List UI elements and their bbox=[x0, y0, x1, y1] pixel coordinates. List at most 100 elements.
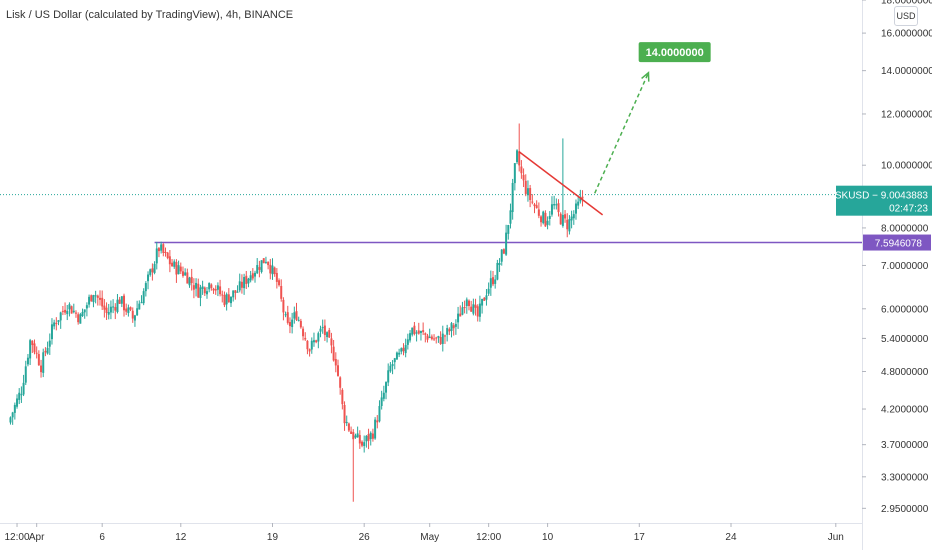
last-price-countdown: 02:47:23 bbox=[889, 204, 928, 215]
candle-body bbox=[443, 335, 446, 337]
candle-body bbox=[74, 312, 77, 314]
candle-body bbox=[199, 287, 202, 299]
candle-body bbox=[85, 305, 88, 309]
candle-body bbox=[92, 295, 95, 303]
candle-body bbox=[400, 348, 403, 352]
candle-body bbox=[555, 204, 558, 206]
candle-body bbox=[147, 274, 150, 282]
candle-body bbox=[208, 283, 211, 290]
candle-body bbox=[214, 289, 217, 291]
candle-body bbox=[210, 284, 213, 288]
candle-body bbox=[101, 297, 104, 307]
candle-body bbox=[537, 209, 540, 216]
candle-body bbox=[293, 312, 296, 319]
candle-body bbox=[221, 294, 224, 296]
candle-body bbox=[160, 244, 163, 251]
target-label-box bbox=[638, 42, 711, 63]
support-price-label: 7.5946078 bbox=[863, 234, 931, 251]
candle-body bbox=[330, 338, 333, 346]
candle-body bbox=[81, 311, 84, 317]
candle-body bbox=[61, 310, 64, 312]
candle-body bbox=[181, 271, 184, 276]
target-label-text: 14.0000000 bbox=[646, 47, 704, 59]
candle-body bbox=[522, 174, 525, 181]
candle-body bbox=[350, 431, 353, 434]
last-price-box bbox=[836, 185, 932, 216]
candle-body bbox=[262, 258, 265, 264]
candle-body bbox=[474, 304, 477, 308]
time-axis-tick-label: 17 bbox=[634, 532, 646, 543]
candle-body bbox=[378, 406, 381, 422]
candle-body bbox=[40, 365, 43, 373]
candle-body bbox=[254, 272, 257, 277]
chart-title: Lisk / US Dollar (calculated by TradingV… bbox=[6, 9, 294, 21]
time-axis-tick-label: 24 bbox=[725, 532, 737, 543]
time-axis-tick-label: 12:00 bbox=[476, 532, 501, 543]
candle-body bbox=[55, 322, 58, 325]
candle-body bbox=[35, 352, 38, 354]
candle-body bbox=[557, 203, 560, 213]
candle-body bbox=[42, 352, 45, 373]
candle-body bbox=[164, 251, 167, 253]
candle-body bbox=[354, 435, 357, 438]
candle-body bbox=[446, 328, 449, 335]
candle-body bbox=[461, 307, 464, 315]
candle-body bbox=[564, 214, 567, 219]
candle-body bbox=[450, 323, 453, 331]
candle-body bbox=[31, 340, 34, 346]
candle-body bbox=[435, 337, 438, 339]
price-axis-tick-label: 10.0000000 bbox=[881, 161, 932, 172]
candle-body bbox=[227, 294, 230, 303]
candle-body bbox=[166, 252, 169, 259]
price-axis-tick-label: 18.0000000 bbox=[881, 0, 932, 7]
price-axis-tick-label: 3.7000000 bbox=[881, 440, 929, 451]
candle-body bbox=[553, 204, 556, 206]
candle-body bbox=[426, 335, 429, 340]
candle-body bbox=[321, 327, 324, 329]
candle-body bbox=[269, 264, 272, 274]
candle-body bbox=[422, 330, 425, 333]
candle-body bbox=[478, 303, 481, 317]
candle-body bbox=[33, 343, 36, 353]
candle-body bbox=[79, 314, 82, 324]
candle-body bbox=[437, 336, 440, 338]
candle-body bbox=[46, 347, 49, 354]
price-axis-tick-label: 5.4000000 bbox=[881, 334, 929, 345]
candle-body bbox=[16, 398, 19, 407]
candles bbox=[9, 123, 584, 502]
candle-body bbox=[417, 330, 420, 334]
candle-body bbox=[371, 433, 374, 439]
candle-body bbox=[387, 370, 390, 383]
candle-body bbox=[48, 340, 51, 347]
candle-body bbox=[326, 332, 329, 338]
currency-selector[interactable]: USD bbox=[894, 6, 918, 26]
candle-body bbox=[465, 299, 468, 307]
candle-body bbox=[489, 278, 492, 288]
time-axis-tick-label: 12:00 bbox=[5, 532, 30, 543]
candle-body bbox=[336, 365, 339, 376]
candle-body bbox=[516, 150, 519, 163]
price-axis-labels: 18.0000000 16.0000000 14.0000000 12.0000000… bbox=[862, 0, 932, 515]
candle-body bbox=[212, 288, 215, 291]
candle-body bbox=[203, 287, 206, 294]
candle-body bbox=[201, 286, 204, 289]
support-label-box bbox=[863, 234, 931, 251]
candle-body bbox=[105, 307, 108, 313]
candle-body bbox=[94, 295, 97, 297]
last-price-symbol-and-value: LSKUSD − 9.0043883 bbox=[829, 191, 928, 202]
candle-body bbox=[317, 333, 320, 342]
candle-body bbox=[171, 262, 174, 267]
price-axis-tick-label: 2.9500000 bbox=[881, 504, 929, 515]
time-axis-tick-label: 6 bbox=[99, 532, 105, 543]
candle-body bbox=[544, 212, 547, 227]
candle-body bbox=[404, 345, 407, 354]
candle-body bbox=[448, 329, 451, 332]
candle-body bbox=[26, 357, 29, 365]
candle-body bbox=[511, 182, 514, 213]
time-axis-tick-label: May bbox=[420, 532, 439, 543]
candle-body bbox=[441, 333, 444, 344]
candle-body bbox=[561, 214, 564, 226]
